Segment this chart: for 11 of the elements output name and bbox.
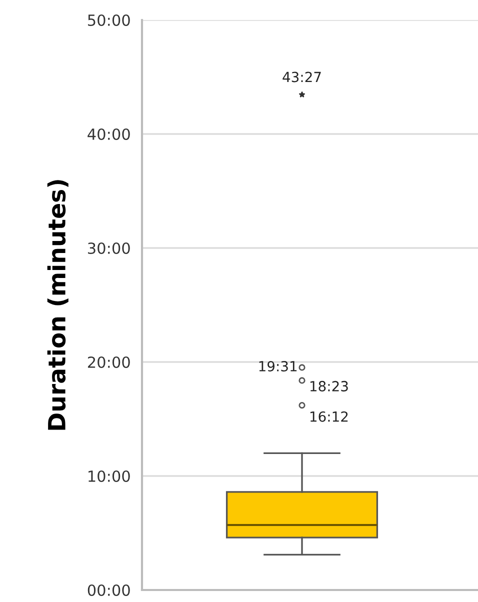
data-label: 16:12 [310,411,348,422]
y-tick-label: 00:00 [88,584,130,596]
data-label: 43:27 [282,72,321,82]
y-tick-label: 30:00 [88,242,130,254]
data-label: 18:23 [310,380,348,392]
y-axis-title: Duration (minutes) [47,180,68,430]
data-label: 19:31 [259,360,297,372]
y-tick-label: 40:00 [88,128,130,140]
y-tick-label: 10:00 [88,470,130,482]
y-tick-label: 50:00 [88,14,130,26]
y-tick-label: 20:00 [88,356,130,368]
